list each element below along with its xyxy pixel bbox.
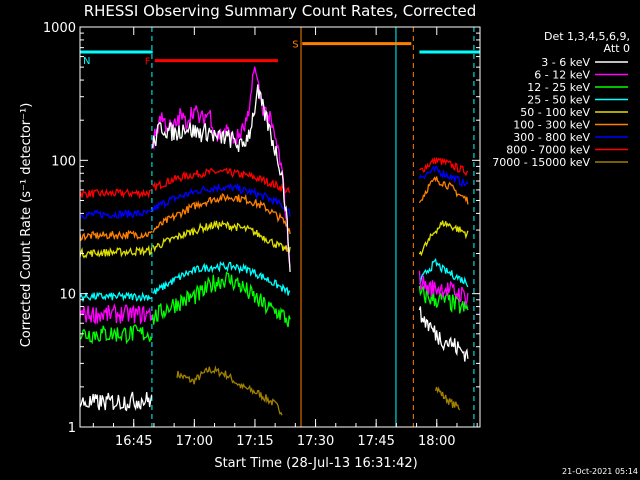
series-5-trace-1 bbox=[79, 229, 153, 242]
series-5-trace-2 bbox=[152, 193, 291, 235]
y-tick-label-1: 10 bbox=[59, 288, 76, 303]
axes: 16:45 17:00 17:15 17:30 17:45 18:00 1 10 100 1000 bbox=[43, 21, 481, 449]
x-tick-label-5: 18:00 bbox=[418, 434, 455, 449]
y-tick-label-0: 1 bbox=[68, 421, 76, 436]
series-7-trace-1 bbox=[79, 188, 153, 200]
series-3-trace-1 bbox=[79, 291, 152, 303]
legend-label-5: 100 - 300 keV bbox=[513, 119, 590, 132]
series-8-trace-3 bbox=[434, 386, 461, 411]
flag-label-S: S bbox=[292, 40, 298, 51]
series-3-trace-3 bbox=[418, 257, 469, 288]
series-3-trace-2 bbox=[152, 260, 291, 296]
legend-label-4: 50 - 100 keV bbox=[520, 106, 590, 119]
legend-header-line-2: Att 0 bbox=[604, 42, 630, 55]
legend-label-1: 6 - 12 keV bbox=[534, 69, 590, 82]
series-0-trace-2 bbox=[152, 84, 291, 272]
legend-label-6: 300 - 800 keV bbox=[513, 131, 590, 144]
series-1-trace-3 bbox=[418, 270, 469, 307]
y-tick-label-3: 1000 bbox=[43, 21, 76, 36]
series-1-trace-1 bbox=[79, 303, 153, 325]
footer-date: 21-Oct-2021 05:14 bbox=[562, 467, 638, 476]
x-tick-label-3: 17:30 bbox=[297, 434, 334, 449]
x-tick-label-2: 17:15 bbox=[236, 434, 273, 449]
series-8-trace-2 bbox=[176, 365, 283, 416]
legend-label-0: 3 - 6 keV bbox=[541, 56, 590, 69]
y-axis-label: Corrected Count Rate (s⁻¹ detector⁻¹) bbox=[19, 103, 34, 348]
legend-label-2: 12 - 25 keV bbox=[527, 81, 590, 94]
flag-label-F: F bbox=[145, 57, 151, 68]
series-0-trace-1 bbox=[79, 391, 153, 412]
chart-title: RHESSI Observing Summary Count Rates, Co… bbox=[84, 2, 477, 20]
x-axis-label: Start Time (28-Jul-13 16:31:42) bbox=[214, 456, 417, 471]
series-7-trace-3 bbox=[419, 156, 469, 177]
legend-label-8: 7000 - 15000 keV bbox=[492, 156, 590, 169]
legend-label-3: 25 - 50 keV bbox=[527, 94, 590, 107]
series-0-trace-3 bbox=[418, 306, 469, 362]
legend-header-line-1: Det 1,3,4,5,6,9, bbox=[544, 30, 630, 43]
series-2-trace-3 bbox=[418, 285, 469, 314]
series-4-trace-1 bbox=[79, 244, 153, 259]
y-tick-label-2: 100 bbox=[51, 154, 76, 169]
legend-label-7: 800 - 7000 keV bbox=[506, 144, 590, 157]
flag-label-N: N bbox=[83, 56, 90, 67]
series-5-trace-3 bbox=[418, 176, 469, 205]
plot-area: N F S bbox=[79, 27, 480, 427]
series-6-trace-1 bbox=[79, 209, 153, 220]
series-6-trace-3 bbox=[418, 165, 469, 188]
x-tick-label-4: 17:45 bbox=[357, 434, 394, 449]
series-4-trace-3 bbox=[418, 220, 469, 257]
series-4-trace-2 bbox=[152, 219, 291, 254]
series-2-trace-2 bbox=[152, 271, 291, 328]
series-7-trace-2 bbox=[152, 167, 291, 195]
plot-frame bbox=[79, 26, 481, 428]
x-tick-label-0: 16:45 bbox=[115, 434, 152, 449]
x-tick-label-1: 17:00 bbox=[176, 434, 213, 449]
series-2-trace-1 bbox=[79, 324, 153, 345]
series-6-trace-2 bbox=[152, 182, 291, 217]
